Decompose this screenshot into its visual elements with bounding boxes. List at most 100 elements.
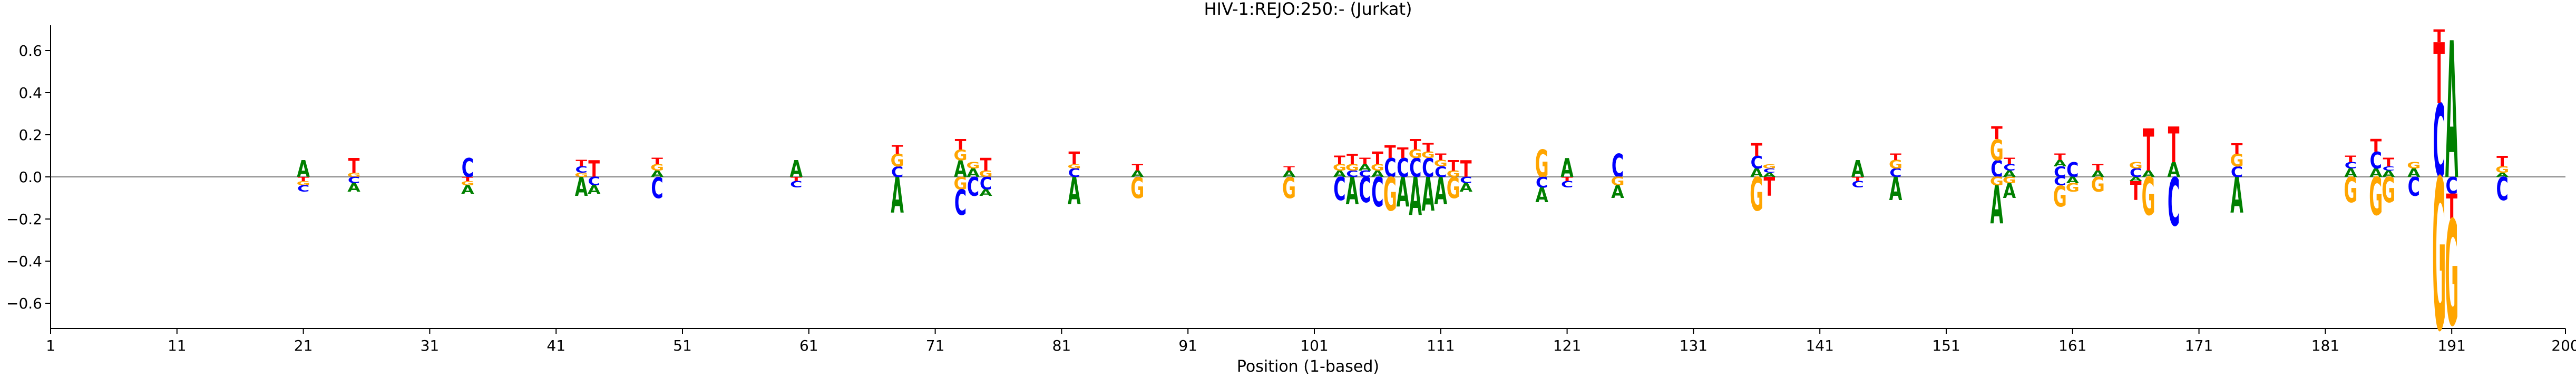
logo-letter-T-pos-103: T [1334,154,1345,167]
x-tick-label: 121 [1553,337,1581,354]
logo-letter-T-pos-190: T [2433,26,2445,123]
logo-letter-A-pos-156: A [2003,180,2016,203]
logo-letter-G-pos-191: G [2445,191,2458,359]
logo-letter-T-pos-60: T [791,176,803,183]
y-tick-label: 0.4 [18,84,42,102]
logo-letter-A-pos-68: A [891,167,904,224]
chart-title: HIV-1:REJO:250:- (Jurkat) [1204,0,1412,19]
logo-letter-G-pos-104: G [1345,163,1359,173]
logo-letter-T-pos-121: T [1562,176,1574,183]
logo-letter-C-pos-44: C [588,175,600,188]
logo-letter-G-pos-34: G [461,180,474,187]
logo-letter-G-pos-87: G [1130,171,1144,205]
logo-letter-T-pos-169: T [2168,117,2180,174]
logo-letter-A-pos-169: A [2167,158,2180,182]
logo-letter-C-pos-156: C [2003,163,2015,173]
logo-letter-C-pos-60: C [790,180,802,190]
logo-letter-T-pos-136: T [1751,140,1762,160]
plot-area: −0.6−0.4−0.20.00.20.40.61 11 21 31 41 51 61 71 8… [6,3,2576,378]
logo-letter-G-pos-73: G [954,146,968,163]
logo-letter-T-pos-104: T [1346,151,1358,167]
logo-letter-G-pos-195: G [2495,165,2509,175]
logo-letter-T-pos-183: T [2345,154,2357,164]
logo-letter-A-pos-166: A [2129,176,2142,183]
x-tick-label: 81 [1052,337,1071,354]
logo-letter-C-pos-108: C [1397,153,1409,183]
x-tick-label: 21 [294,337,313,354]
x-tick-label: 41 [547,337,565,354]
logo-letter-G-pos-183: G [2344,171,2357,211]
logo-letter-A-pos-147: A [1889,171,1902,208]
x-tick-label: 71 [926,337,945,354]
logo-letter-G-pos-68: G [891,150,904,171]
x-tick-label: 31 [421,337,440,354]
x-tick-label: 200 [2551,337,2576,354]
logo-letter-C-pos-21: C [297,184,309,194]
x-tick-label: 11 [168,337,187,354]
x-tick-label: 101 [1300,337,1328,354]
logo-letter-C-pos-107: C [1384,153,1396,183]
logo-letter-G-pos-160: G [2053,180,2067,214]
logo-letter-C-pos-144: C [1851,180,1863,190]
x-axis-label: Position (1-based) [1237,357,1379,376]
logo-letter-T-pos-163: T [2092,163,2104,173]
logo-letter-C-pos-155: C [1990,156,2003,183]
logo-letter-C-pos-109: C [1409,153,1421,183]
logo-letter-C-pos-188: C [2408,172,2420,202]
logo-letter-A-pos-119: A [1535,184,1548,207]
logo-letter-C-pos-137: C [1763,167,1775,174]
logo-letter-G-pos-82: G [1067,163,1081,170]
logo-letter-A-pos-110: A [1422,168,1435,222]
logo-letter-G-pos-188: G [2407,161,2421,171]
logo-letter-T-pos-87: T [1131,163,1144,173]
logo-letter-T-pos-21: T [298,176,310,183]
logo-letter-A-pos-21: A [297,156,310,183]
logo-letter-C-pos-68: C [891,163,903,180]
x-tick-label: 61 [799,337,818,354]
logo-letter-A-pos-25: A [347,182,360,195]
logo-letter-A-pos-137: A [1763,172,1776,178]
logo-letter-A-pos-174: A [2230,167,2243,224]
logo-letter-C-pos-121: C [1561,180,1573,190]
logo-letter-T-pos-82: T [1069,148,1080,168]
y-tick-label: −0.4 [6,253,42,270]
logo-letter-A-pos-34: A [461,184,474,197]
logo-letter-A-pos-82: A [1068,170,1081,214]
logo-letter-C-pos-73: C [954,183,967,223]
logo-letter-T-pos-185: T [2370,135,2382,156]
logo-letter-C-pos-75: C [980,173,992,194]
logo-letter-A-pos-103: A [1333,169,1346,179]
logo-letter-T-pos-137: T [1763,172,1775,202]
logo-letter-C-pos-183: C [2345,161,2357,171]
logo-letter-T-pos-110: T [1422,142,1434,155]
logo-letter-C-pos-105: C [1359,171,1371,211]
logo-letter-T-pos-155: T [1991,123,2003,143]
logo-letter-T-pos-108: T [1397,144,1409,161]
logo-letter-G-pos-109: G [1409,148,1422,161]
logo-letter-T-pos-166: T [2130,176,2142,206]
logo-letter-A-pos-108: A [1397,169,1410,216]
logo-letter-C-pos-161: C [2066,158,2079,182]
logo-letter-A-pos-125: A [1611,182,1624,202]
logo-letter-G-pos-107: G [1383,168,1397,222]
logo-letter-C-pos-105: C [1359,169,1371,179]
logo-letter-G-pos-174: G [2230,150,2244,171]
logo-letter-C-pos-166: C [2130,167,2142,180]
logo-letter-A-pos-161: A [2066,175,2080,185]
logo-letter-G-pos-43: G [574,172,588,178]
logo-letter-A-pos-188: A [2407,167,2421,180]
logo-letter-C-pos-174: C [2231,163,2243,180]
x-tick-label: 161 [2058,337,2086,354]
logo-letter-T-pos-167: T [2143,117,2154,185]
logo-letter-A-pos-113: A [1459,182,1472,195]
logo-letter-C-pos-125: C [1612,148,1624,185]
logo-letter-T-pos-113: T [1460,156,1472,183]
logo-letter-G-pos-161: G [2066,182,2080,195]
logo-letter-A-pos-60: A [790,156,803,183]
logo-letter-G-pos-147: G [1889,158,1902,172]
x-tick-label: 141 [1806,337,1833,354]
logo-letter-C-pos-136: C [1751,152,1763,173]
logo-letter-C-pos-119: C [1536,174,1548,191]
logo-letter-A-pos-195: A [2496,172,2509,178]
